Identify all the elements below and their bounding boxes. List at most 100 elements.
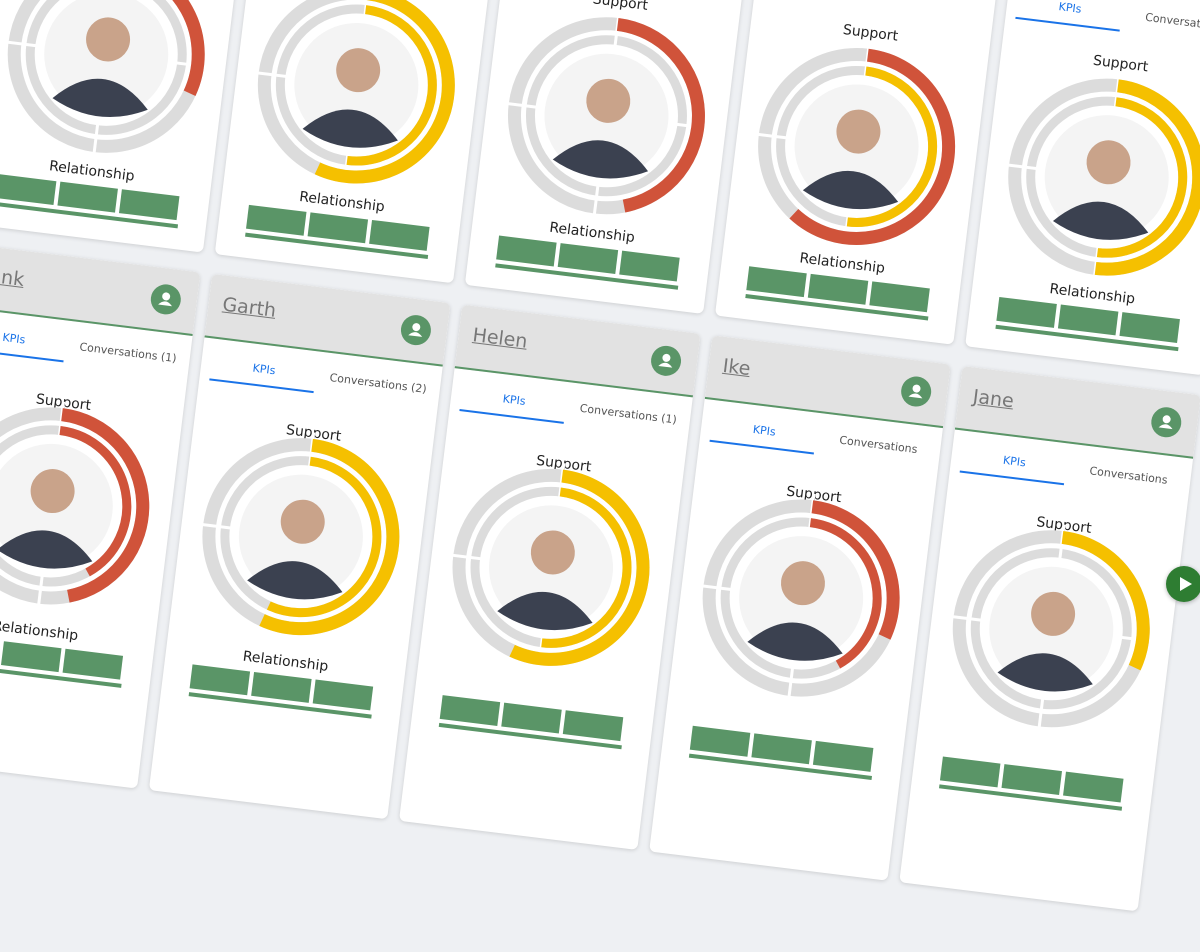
ring-gap (94, 120, 100, 139)
ring-inner-arc (846, 66, 938, 227)
relationship-bar (189, 664, 251, 696)
ring-outer-arc (811, 500, 900, 640)
ring-outer-arc (509, 469, 650, 666)
ring-gap (772, 134, 791, 140)
avatar-head (836, 109, 881, 154)
ring-gap (172, 61, 191, 67)
person-icon (158, 292, 173, 307)
avatar-head (336, 48, 381, 93)
person-icon (908, 384, 923, 399)
relationship-bar (869, 281, 930, 313)
ring-outer-arc (61, 408, 150, 603)
contact-name[interactable]: Frank (0, 262, 26, 291)
relationship-bar (689, 725, 751, 757)
person-head (162, 292, 171, 301)
support-ring (0, 401, 156, 611)
ring-gap (271, 73, 291, 79)
page: Relationship Relationship Support Relations… (0, 0, 1200, 912)
person-body (908, 393, 923, 399)
relationship-bar (369, 219, 430, 251)
avatar-head (280, 499, 325, 544)
person-body (158, 301, 173, 307)
tab[interactable]: Conversations (1) (579, 401, 678, 427)
contact-name[interactable]: Helen (471, 324, 529, 353)
avatar-body (302, 109, 398, 148)
ring-gap (21, 42, 40, 48)
ring-gap (966, 616, 985, 623)
ring-gap (216, 524, 235, 530)
ring-gap (789, 664, 795, 683)
profile-button[interactable] (399, 313, 433, 347)
contact-card: Support Relationship (714, 0, 1032, 345)
relationship-bar (1, 641, 62, 673)
person-head (912, 384, 921, 393)
ring-inner-arc (809, 518, 882, 669)
contact-card: Relationship (0, 0, 282, 253)
support-ring (696, 493, 906, 703)
relationship-bar (251, 671, 312, 703)
ring-inner-arc (266, 456, 382, 618)
ring-outer-arc (259, 438, 400, 636)
tab[interactable]: Conversations (1) (78, 340, 178, 366)
ring-gap (38, 572, 45, 591)
contact-card: KPIs Conversations Support Relationship (965, 0, 1200, 376)
ring-outer-arc (1094, 79, 1200, 276)
ring-gap (1057, 544, 1064, 563)
ring-gap (1039, 695, 1045, 714)
profile-button[interactable] (649, 344, 683, 378)
relationship-bar (62, 648, 124, 680)
person-icon (658, 353, 673, 368)
tab[interactable]: KPIs (1, 330, 27, 347)
avatar-head (1031, 591, 1076, 636)
support-ring (752, 42, 961, 251)
tab[interactable]: Conversations (1088, 464, 1169, 487)
relationship-bar (312, 679, 374, 711)
profile-button[interactable] (899, 374, 933, 409)
person-head (662, 353, 671, 362)
ring-gap (1022, 165, 1041, 171)
relationship-bar (1001, 764, 1062, 795)
tab[interactable]: Conversations (838, 433, 919, 457)
relationship-bar (1057, 304, 1119, 336)
play-button[interactable] (1166, 566, 1200, 602)
relationship-bar (746, 266, 807, 298)
support-ring (196, 432, 406, 642)
tab[interactable]: KPIs (1002, 453, 1027, 470)
tab[interactable]: KPIs (251, 361, 277, 378)
support-ring (446, 462, 656, 672)
card-header: Garth (204, 273, 451, 367)
relationship-bar (807, 273, 869, 305)
ring-outer-arc (789, 48, 956, 245)
person-icon (1158, 415, 1173, 430)
tab[interactable]: Conversations (1144, 10, 1200, 34)
avatar-head (86, 17, 131, 62)
profile-button[interactable] (149, 282, 183, 317)
ring-inner-arc (59, 426, 132, 577)
ring-inner-arc (541, 487, 632, 648)
relationship-bar (557, 243, 619, 274)
avatar-body (802, 170, 899, 210)
relationship-bar (1119, 312, 1180, 343)
tab[interactable]: KPIs (502, 392, 527, 408)
avatar-head (586, 78, 631, 123)
profile-button[interactable] (1149, 405, 1184, 439)
relationship-bar (812, 740, 874, 772)
relationship-bar (246, 204, 307, 236)
ring-gap (1117, 635, 1136, 641)
ring-outer-arc (616, 17, 705, 213)
contact-name[interactable]: Garth (221, 293, 278, 322)
ring-inner-arc (1096, 97, 1188, 258)
tab-indicator (1015, 16, 1120, 32)
avatar-body (747, 622, 843, 661)
tab[interactable]: KPIs (752, 422, 777, 439)
ring-gap (672, 122, 692, 128)
avatar-head (780, 561, 825, 606)
support-ring (251, 0, 461, 190)
contact-name[interactable]: Ike (721, 354, 752, 381)
relationship-bar (939, 756, 1001, 788)
ring-gap (594, 182, 600, 201)
tab[interactable]: Conversations (2) (328, 371, 428, 396)
contact-name[interactable]: Jane (971, 385, 1016, 413)
